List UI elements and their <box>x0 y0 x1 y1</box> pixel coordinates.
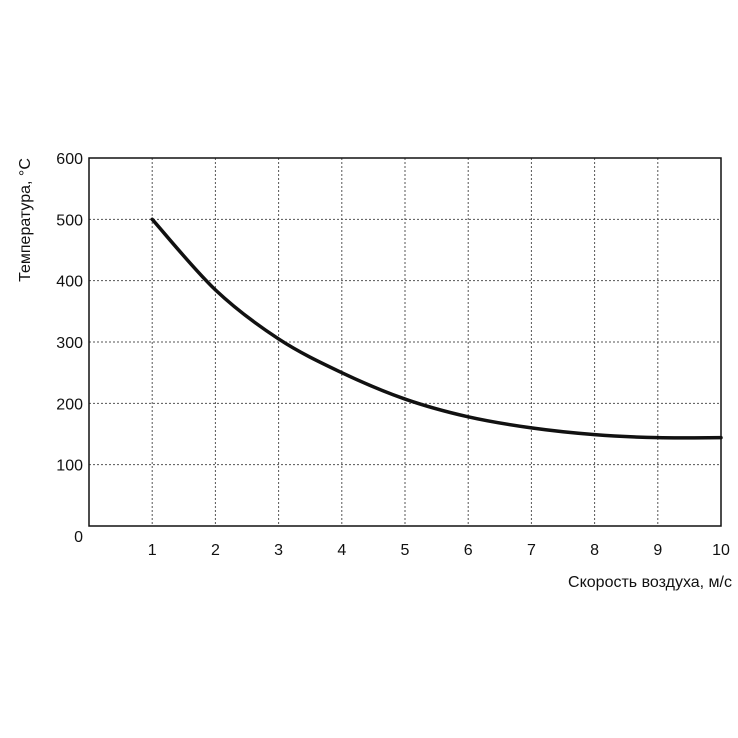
y-tick-label: 300 <box>56 335 83 352</box>
y-tick-label: 200 <box>56 396 83 413</box>
series-line <box>150 217 723 440</box>
x-tick-label: 1 <box>148 542 157 559</box>
grid-lines <box>89 158 721 526</box>
x-tick-label: 2 <box>211 542 220 559</box>
y-tick-label: 500 <box>56 212 83 229</box>
y-tick-label: 0 <box>74 529 83 546</box>
x-axis-title: Скорость воздуха, м/с <box>568 574 732 591</box>
y-tick-label: 100 <box>56 458 83 475</box>
x-tick-label: 7 <box>527 542 536 559</box>
x-tick-labels: 1 2 3 4 5 6 7 8 9 10 <box>148 542 730 559</box>
x-tick-label: 6 <box>464 542 473 559</box>
x-tick-label: 4 <box>337 542 346 559</box>
y-tick-labels: 0 100 200 300 400 500 600 <box>56 151 83 546</box>
x-tick-label: 3 <box>274 542 283 559</box>
x-tick-label: 10 <box>712 542 730 559</box>
x-tick-label: 9 <box>653 542 662 559</box>
y-tick-label: 600 <box>56 151 83 168</box>
y-tick-label: 400 <box>56 274 83 291</box>
plot-frame <box>88 157 722 527</box>
y-axis-title: Температура, °C <box>17 158 34 282</box>
x-tick-label: 5 <box>401 542 410 559</box>
x-tick-label: 8 <box>590 542 599 559</box>
